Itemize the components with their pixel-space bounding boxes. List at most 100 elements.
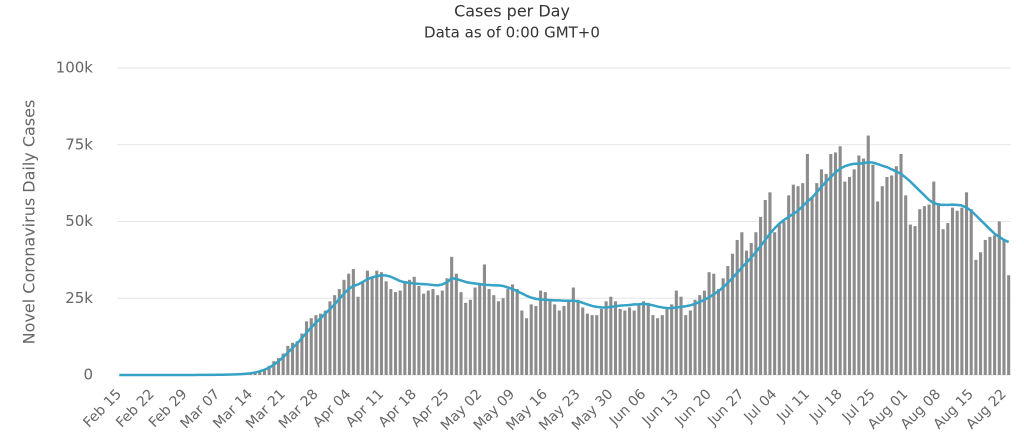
bar [838, 146, 842, 375]
bar [618, 308, 622, 375]
bar [749, 242, 753, 375]
bar [361, 281, 365, 375]
bar [319, 313, 323, 375]
bar [721, 278, 725, 375]
bar [501, 298, 505, 375]
bar [674, 290, 678, 375]
bar [450, 256, 454, 375]
y-tick-label: 100k [56, 59, 94, 77]
bar [567, 301, 571, 375]
bar [445, 278, 449, 375]
bar [375, 270, 379, 375]
bar [539, 290, 543, 375]
bar [529, 304, 533, 375]
bar [454, 273, 458, 375]
bar [805, 153, 809, 375]
bar [323, 310, 327, 375]
y-tick-label: 25k [65, 289, 93, 307]
bar [876, 201, 880, 375]
bar [726, 266, 730, 375]
bar [468, 299, 472, 375]
bar [819, 169, 823, 375]
bar [464, 302, 468, 375]
bar [763, 200, 767, 375]
bar [272, 361, 276, 375]
bar [309, 318, 313, 375]
bar [885, 176, 889, 375]
bar [599, 308, 603, 375]
bar [950, 207, 955, 375]
y-tick-label: 50k [65, 212, 93, 230]
bar [627, 307, 632, 375]
x-tick-label: Jun 20 [672, 386, 715, 429]
bar [843, 181, 847, 375]
x-tick-label: Jul 04 [741, 386, 781, 426]
bar [880, 186, 884, 375]
bar [581, 307, 585, 375]
bar [796, 186, 800, 375]
bar [964, 192, 969, 375]
bar [993, 235, 997, 375]
bar [342, 279, 346, 375]
bar [623, 310, 627, 375]
bar [496, 301, 501, 375]
bar [791, 184, 795, 375]
bar [932, 181, 936, 375]
bar [969, 209, 973, 375]
bar [974, 259, 978, 375]
bar [262, 369, 266, 375]
bar [290, 342, 295, 375]
bar [398, 290, 402, 375]
bar [337, 289, 341, 375]
bar [768, 192, 772, 375]
bar [665, 307, 669, 375]
bar [389, 289, 393, 375]
bar [824, 173, 828, 375]
bar [651, 315, 655, 375]
bar [609, 296, 613, 375]
bar [590, 315, 594, 375]
bar [286, 345, 290, 375]
bar [730, 253, 735, 375]
bar [908, 224, 912, 375]
x-tick-label: Jun 13 [639, 386, 682, 429]
bar [585, 313, 589, 375]
bar [927, 204, 931, 375]
bar [787, 195, 791, 375]
bar [642, 301, 646, 375]
bar [744, 250, 749, 375]
bar [936, 203, 940, 375]
bar [862, 158, 866, 375]
bar [613, 301, 618, 375]
bar [473, 287, 477, 375]
bar [571, 287, 575, 375]
bar [684, 315, 688, 375]
bar [431, 289, 435, 375]
bar [918, 209, 922, 375]
bar [829, 153, 833, 375]
chart-subtitle: Data as of 0:00 GMT+0 [424, 24, 600, 42]
bar [670, 304, 674, 375]
bar [412, 276, 416, 375]
bar [492, 295, 496, 375]
bar [997, 221, 1001, 375]
bar [328, 301, 332, 375]
bar [562, 305, 566, 375]
bar [576, 299, 580, 375]
bar [955, 210, 959, 375]
bar [543, 292, 547, 375]
bar [305, 321, 309, 375]
bar [548, 301, 552, 375]
x-tick-label: Jul 18 [806, 386, 846, 426]
bar [370, 276, 374, 375]
y-axis-label: Novel Coronavirus Daily Cases [20, 100, 39, 345]
chart-title: Cases per Day [454, 2, 570, 21]
bar [899, 153, 903, 375]
bar [941, 229, 945, 375]
bar [688, 310, 692, 375]
bar [979, 252, 983, 375]
bar [801, 183, 805, 375]
bar [866, 135, 870, 375]
bar [693, 299, 697, 375]
bar [276, 358, 281, 375]
